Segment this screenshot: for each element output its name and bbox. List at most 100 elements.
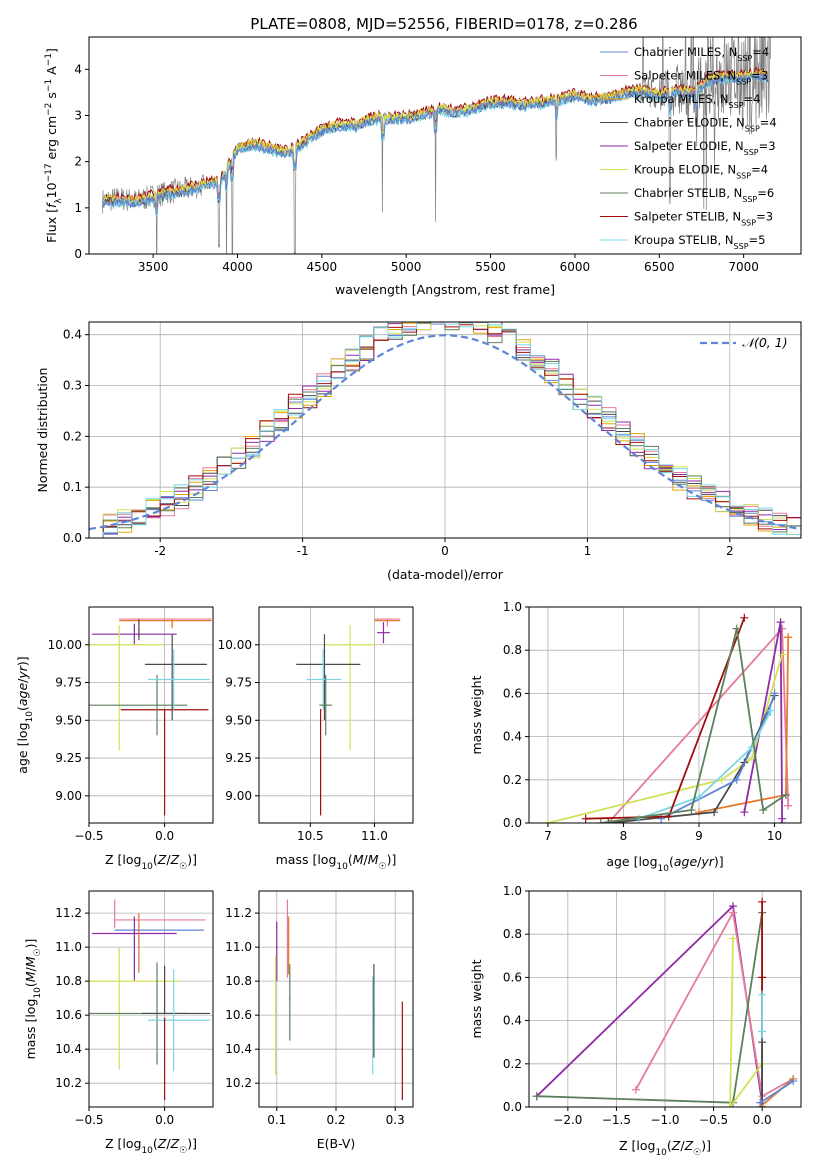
spectrum-frame bbox=[88, 36, 802, 255]
kroupa_stelib-weight-line bbox=[638, 710, 772, 820]
y-tick-label: 0 bbox=[74, 247, 82, 261]
y-tick-label: 0.0 bbox=[503, 816, 522, 830]
chabrier_stelib-point bbox=[289, 997, 291, 999]
y-tick-label: 10.8 bbox=[225, 974, 252, 988]
y-tick-label: 10.6 bbox=[55, 1008, 82, 1022]
chabrier_stelib-weight-marker bbox=[687, 806, 696, 815]
y-tick-label: 10.4 bbox=[55, 1042, 82, 1056]
x-tick-label: 11.0 bbox=[361, 829, 388, 843]
kroupa_elodie-weight-marker bbox=[729, 934, 737, 943]
age_vs_mass-axes: 10.5 11.0 9.00 9.25 9.50 9.75 10.00 mass [log10… bbox=[218, 606, 414, 872]
y-tick-label: 9.50 bbox=[55, 713, 82, 727]
y-axis-label: Normed distribution bbox=[35, 368, 50, 493]
kroupa_stelib-point bbox=[371, 1022, 374, 1025]
mass_vs_ebv-axes: 0.1 0.2 0.3 10.2 10.4 10.6 10.8 11.0 11.2 E(B-V) bbox=[225, 890, 414, 1151]
chabrier_stelib-weight-line bbox=[600, 628, 787, 823]
chabrier_stelib-point bbox=[324, 704, 327, 706]
y-tick-label: 9.75 bbox=[55, 676, 82, 690]
y-tick-label: 0.2 bbox=[503, 773, 522, 787]
salpeter_elodie-weight-marker bbox=[740, 808, 749, 817]
salpeter_stelib-weight-marker bbox=[758, 897, 767, 906]
x-tick-label: 1 bbox=[584, 544, 592, 558]
x-tick-label: 3500 bbox=[138, 260, 169, 274]
kroupa_elodie-point bbox=[118, 643, 121, 646]
kroupa_stelib-weight-marker bbox=[758, 990, 767, 999]
residuals-plot-area bbox=[89, 322, 801, 538]
salpeter_miles-weight-marker bbox=[784, 801, 793, 810]
x-tick-label: 0.1 bbox=[267, 1113, 286, 1127]
y-tick-label: 0.4 bbox=[63, 328, 82, 342]
y-tick-label: 9.25 bbox=[55, 751, 82, 765]
x-tick-label: 2 bbox=[726, 544, 734, 558]
chabrier_stelib-weight-marker bbox=[532, 1092, 541, 1101]
salpeter_elodie-point bbox=[133, 633, 136, 635]
kroupa_stelib-point bbox=[172, 678, 175, 681]
legend-entry: Salpeter ELODIE, NSSP=3 bbox=[634, 139, 776, 157]
y-tick-label: 11.0 bbox=[225, 940, 252, 954]
salpeter_miles-weight-marker bbox=[631, 1085, 640, 1094]
chabrier_elodie-point bbox=[373, 1014, 375, 1016]
chabrier_elodie-weight-marker bbox=[758, 1038, 767, 1047]
x-tick-label: 5000 bbox=[391, 260, 422, 274]
y-axis-label: mass weight bbox=[469, 959, 484, 1038]
x-tick-label: -1 bbox=[297, 544, 309, 558]
weight_vs_age-plot-area bbox=[543, 613, 793, 823]
y-tick-label: 10.2 bbox=[55, 1076, 82, 1090]
y-tick-label: 10.4 bbox=[225, 1042, 252, 1056]
kroupa_elodie-weight-marker bbox=[717, 775, 726, 784]
y-tick-label: 1.0 bbox=[503, 884, 522, 898]
salpeter_stelib-weight-marker bbox=[740, 613, 749, 622]
y-tick-label: 0.8 bbox=[503, 643, 522, 657]
y-tick-label: 4 bbox=[74, 62, 82, 76]
x-axis-label: age [log10(age/yr)] bbox=[606, 854, 723, 874]
salpeter_miles-histogram bbox=[102, 322, 801, 538]
kroupa_stelib-model-line bbox=[102, 74, 769, 217]
salpeter_elodie-weight-marker bbox=[778, 819, 787, 823]
x-axis-label: Z [log10(Z/Z☉)] bbox=[105, 1136, 197, 1156]
x-tick-label: 7 bbox=[544, 829, 552, 843]
x-tick-label: 6500 bbox=[644, 260, 675, 274]
kroupa_elodie-weight-marker bbox=[778, 650, 787, 659]
chabrier_elodie-point bbox=[171, 663, 173, 666]
y-tick-label: 11.2 bbox=[55, 906, 82, 920]
salpeter_stelib-point bbox=[319, 708, 322, 711]
x-tick-label: 0.0 bbox=[155, 1113, 174, 1127]
x-tick-label: 0.2 bbox=[326, 1113, 345, 1127]
chabrier_miles-model-line bbox=[102, 72, 769, 215]
weight_vs_Z-plot-area bbox=[532, 897, 798, 1107]
y-tick-label: 0.0 bbox=[503, 1100, 522, 1114]
spectrum-legend: Chabrier MILES, NSSP=4 Salpeter MILES, NS… bbox=[600, 45, 777, 251]
x-axis-label: Z [log10(Z/Z☉)] bbox=[105, 852, 197, 872]
y-tick-label: 1 bbox=[74, 201, 82, 215]
x-tick-label: −2.0 bbox=[553, 1113, 582, 1127]
spectrum-axes: 3500 4000 4500 5000 5500 6000 6500 7000 0 1 2 3 4 wav… bbox=[44, 36, 802, 297]
legend-entry: Kroupa MILES, NSSP=4 bbox=[634, 92, 760, 110]
legend-entry: Salpeter STELIB, NSSP=3 bbox=[634, 210, 773, 228]
chabrier_miles-weight-marker bbox=[732, 775, 741, 784]
orange-point bbox=[287, 932, 290, 935]
x-tick-label: 8 bbox=[620, 829, 628, 843]
x-tick-label: 0.0 bbox=[155, 829, 174, 843]
x-tick-label: −0.5 bbox=[74, 829, 103, 843]
legend-entry: Chabrier STELIB, NSSP=6 bbox=[634, 186, 774, 204]
y-tick-label: 10.00 bbox=[48, 638, 82, 652]
salpeter_miles-point bbox=[171, 618, 173, 620]
figure-title: PLATE=0808, MJD=52556, FIBERID=0178, z=0… bbox=[250, 15, 637, 33]
kroupa_elodie-weight-line bbox=[729, 938, 763, 1107]
chabrier_stelib-weight-marker bbox=[732, 624, 741, 633]
chabrier_elodie-histogram bbox=[102, 322, 801, 538]
chabrier_stelib-weight-marker bbox=[759, 806, 768, 815]
x-tick-label: 7000 bbox=[728, 260, 759, 274]
kroupa_elodie-weight-marker bbox=[543, 819, 552, 823]
x-tick-label: −0.5 bbox=[74, 1113, 103, 1127]
chabrier_stelib-point bbox=[156, 704, 158, 706]
kroupa_stelib-weight-marker bbox=[766, 706, 775, 715]
y-tick-label: 10.8 bbox=[55, 974, 82, 988]
age_vs_Z-plot-area bbox=[89, 618, 212, 816]
salpeter_stelib-histogram bbox=[102, 322, 801, 538]
kroupa_elodie-point bbox=[274, 1005, 277, 1008]
y-tick-label: 2 bbox=[74, 155, 82, 169]
salpeter_miles-weight-marker bbox=[729, 908, 737, 917]
y-tick-label: 0.6 bbox=[503, 686, 522, 700]
chabrier_miles-weight-marker bbox=[770, 689, 779, 698]
